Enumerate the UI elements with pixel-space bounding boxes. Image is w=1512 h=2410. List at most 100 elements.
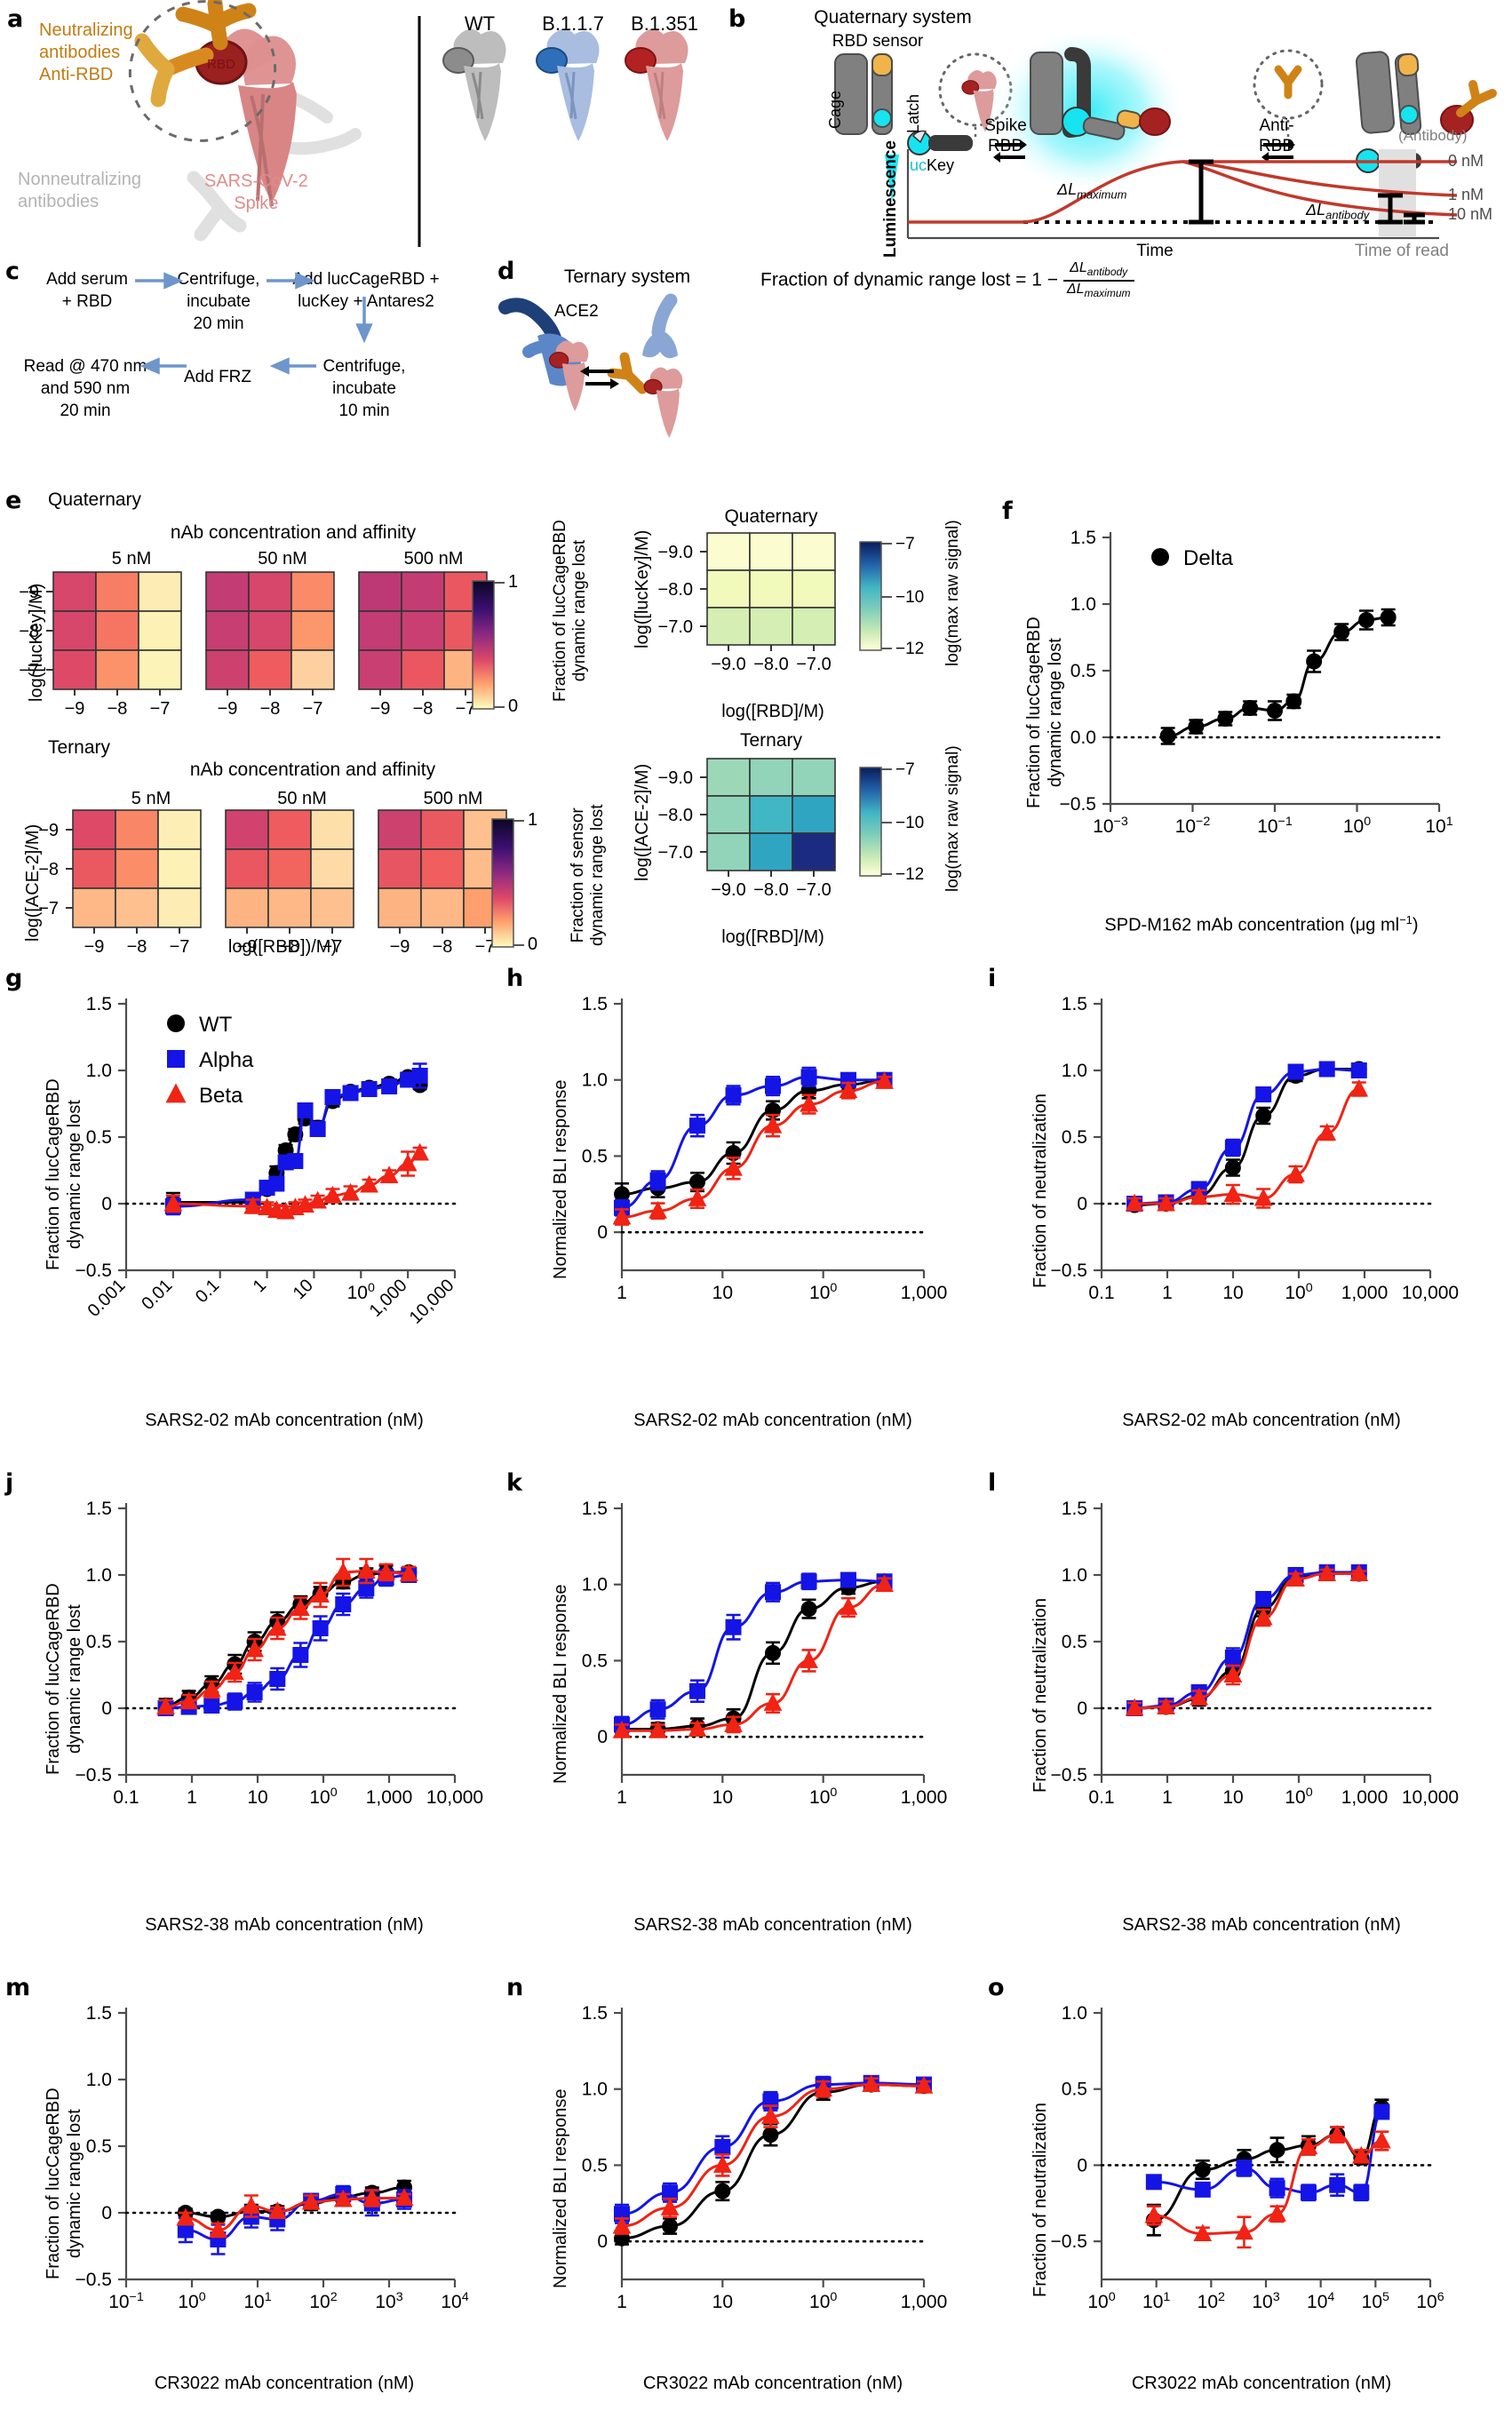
svg-text:−9: −9	[237, 937, 258, 957]
svg-text:10: 10	[712, 1787, 733, 1808]
fraction-equation: Fraction of dynamic range lost = 1 − ΔLa…	[760, 260, 1134, 301]
svg-text:0.5: 0.5	[1062, 2080, 1087, 2100]
svg-text:WT: WT	[199, 1013, 233, 1037]
svg-text:100: 100	[347, 1281, 375, 1303]
luckey-label: lucKey	[906, 156, 955, 174]
svg-text:1,000: 1,000	[901, 2292, 948, 2312]
svg-text:10: 10	[290, 1276, 317, 1303]
svg-text:10−2: 10−2	[1175, 815, 1211, 837]
svg-text:0.001: 0.001	[84, 1276, 130, 1321]
panel-n-xlabel: CR3022 mAb concentration (nM)	[642, 2374, 903, 2393]
svg-text:1,000: 1,000	[1341, 1283, 1389, 1303]
svg-text:1,000: 1,000	[1341, 1787, 1389, 1808]
svg-text:0: 0	[1077, 1698, 1087, 1719]
panel-k-xlabel: SARS2-38 mAb concentration (nM)	[633, 1915, 912, 1935]
panel-e-sub-5nm-bot: 5 nM	[131, 789, 171, 808]
panel-n-plot: 0 0.5 1.0 1.5 1 10 100 1,000	[582, 2003, 948, 2312]
eq-den: ΔL	[1066, 282, 1085, 298]
panel-letter-l: l	[988, 1469, 997, 1497]
svg-text:106: 106	[1416, 2290, 1444, 2312]
svg-text:0.5: 0.5	[1070, 661, 1096, 681]
label-nonneutralizing: Nonneutralizing antibodies	[18, 170, 141, 211]
panel-e-sigbar-q-tick-10: −10	[895, 588, 925, 607]
dl-max-sub: maximum	[1077, 187, 1127, 202]
svg-text:0.5: 0.5	[86, 1632, 112, 1652]
svg-text:10,000: 10,000	[406, 1276, 458, 1328]
panel-b-ylabel: Luminescence	[881, 140, 900, 258]
svg-text:−0.5: −0.5	[76, 1765, 112, 1786]
panel-e-colorbar-magma-t	[491, 818, 524, 948]
svg-text:−9: −9	[218, 699, 238, 719]
svg-text:−0.5: −0.5	[1051, 1261, 1087, 1281]
panel-e-cbar-t-tick-1: 1	[528, 810, 538, 830]
dl-ab-sub: antibody	[1325, 208, 1370, 222]
panel-e-heatmap-signal-quaternary: −9.0 −8.0 −7.0 −9.0 −8.0 −7.0	[658, 532, 836, 674]
svg-text:0.5: 0.5	[582, 1146, 608, 1166]
panel-letter-h: h	[506, 965, 524, 992]
svg-text:1: 1	[617, 2292, 627, 2312]
svg-text:−7: −7	[170, 937, 190, 957]
panel-n-ylabel: Normalized BLI response	[551, 2088, 570, 2288]
svg-text:0: 0	[1077, 2155, 1087, 2175]
panel-e-right-ylabel-t: log([ACE-2]/M)	[633, 763, 652, 881]
svg-text:−7: −7	[303, 699, 323, 719]
svg-text:−7.0: −7.0	[796, 655, 831, 674]
panel-e-colorbar-magma-q	[472, 580, 505, 710]
panel-e-sub-500nm-bot: 500 nM	[423, 789, 483, 808]
svg-text:−9.0: −9.0	[711, 655, 745, 674]
conc-10nM-label: 10 nM	[1448, 205, 1493, 223]
svg-text:−9.0: −9.0	[658, 543, 693, 562]
svg-text:1.0: 1.0	[1062, 2003, 1087, 2024]
panel-letter-k: k	[506, 1469, 522, 1497]
svg-text:0.1: 0.1	[1088, 1283, 1114, 1303]
delta-L-antibody-label: ΔLantibody	[1306, 201, 1369, 222]
svg-text:10,000: 10,000	[426, 1787, 483, 1808]
antibody-header: (Antibody)	[1398, 127, 1468, 144]
panel-c-arrows	[135, 272, 373, 375]
svg-text:101: 101	[1425, 815, 1452, 837]
panel-e-cbar-left-title-t: Fraction of sensor dynamic range lost	[569, 804, 607, 946]
panel-h-plot: 0 0.5 1.0 1.5 1 10 100 1,000	[582, 994, 947, 1303]
panel-e-right-ylabel-q: log([lucKey]/M)	[633, 529, 652, 648]
panel-b-schematic	[834, 27, 1497, 195]
variant-spikes	[442, 28, 688, 141]
panel-d-illustration	[498, 293, 683, 439]
panel-e-sub-50nm-bot: 50 nM	[277, 789, 327, 808]
svg-text:1.0: 1.0	[1070, 594, 1096, 615]
panel-letter-g: g	[5, 965, 23, 992]
svg-text:0.5: 0.5	[86, 2136, 112, 2157]
svg-text:−8.0: −8.0	[753, 880, 788, 900]
eq-num: ΔL	[1070, 260, 1087, 275]
svg-text:10,000: 10,000	[1402, 1787, 1459, 1808]
panel-o-xlabel: CR3022 mAb concentration (nM)	[1131, 2374, 1392, 2393]
svg-text:0: 0	[1077, 1194, 1087, 1214]
panel-m-xlabel: CR3022 mAb concentration (nM)	[154, 2374, 415, 2393]
svg-text:0.1: 0.1	[192, 1276, 223, 1307]
svg-text:0.01: 0.01	[138, 1276, 176, 1314]
svg-text:100: 100	[809, 1281, 837, 1303]
panel-f-xlabel-pre: SPD-M162 mAb concentration (μg ml	[1104, 915, 1400, 935]
panel-e-colorbar-ylgnbu-q	[859, 541, 892, 651]
label-spike: SARS-CoV-2 Spike	[204, 171, 308, 213]
panel-l-ylabel: Fraction of neutralization	[1031, 1597, 1050, 1793]
panel-g-plot: −0.500.51.01.50.001 0.01 0.1 1 10 1001,00010,…	[76, 994, 458, 1328]
panel-e-right-title-t: Ternary	[739, 730, 803, 751]
delta-L-maximum-label: ΔLmaximum	[1057, 180, 1126, 202]
panel-f-plot: −0.5 0.0 0.5 1.0 1.5 10−3 10−2 10−1 100 101 Delta	[1060, 528, 1453, 837]
svg-text:0: 0	[101, 2203, 112, 2223]
svg-text:1: 1	[1162, 1787, 1173, 1808]
svg-text:−0.5: −0.5	[1051, 1765, 1087, 1786]
svg-text:100: 100	[1087, 2290, 1115, 2312]
eq-num-sub: antibody	[1086, 266, 1128, 279]
svg-text:104: 104	[1307, 2290, 1334, 2312]
panel-e-sub-5nm-top: 5 nM	[111, 549, 152, 569]
svg-text:−9: −9	[19, 583, 39, 602]
panel-b-title: Quaternary system	[814, 7, 972, 28]
panel-f-xlabel: SPD-M162 mAb concentration (μg ml−1)	[1104, 913, 1418, 936]
svg-text:−8: −8	[280, 937, 300, 957]
svg-text:0.1: 0.1	[113, 1787, 139, 1808]
svg-text:100: 100	[178, 2290, 205, 2312]
panel-e-right-xlabel-t: log([RBD]/M)	[721, 927, 824, 947]
svg-text:10−3: 10−3	[1093, 815, 1128, 837]
panel-e-ternary-title: Ternary	[48, 737, 111, 758]
